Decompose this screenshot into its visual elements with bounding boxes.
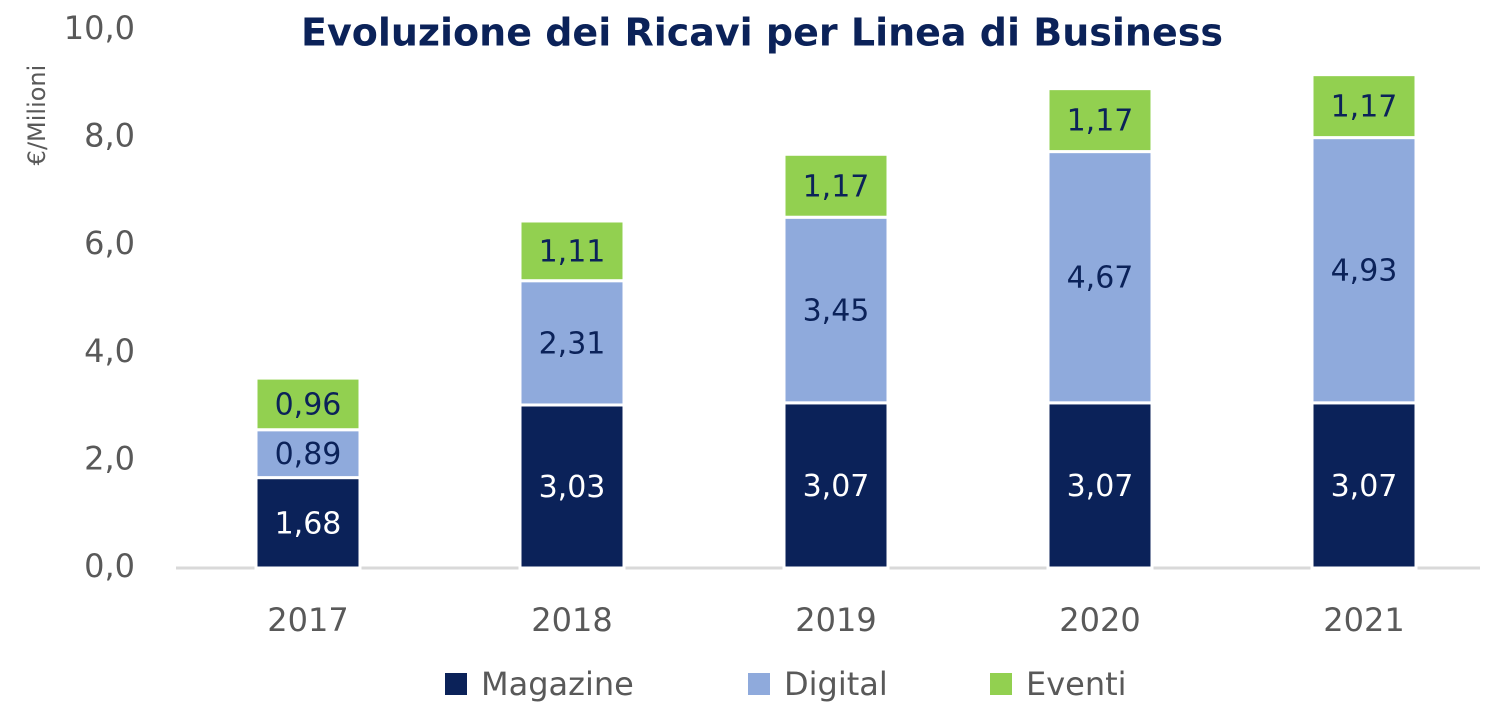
- bar-segment: [254, 476, 362, 570]
- legend-label: Magazine: [481, 665, 634, 703]
- bar-segment: [1310, 136, 1418, 405]
- bar-segment: [1310, 73, 1418, 140]
- data-label: 0,96: [275, 387, 342, 422]
- bar-segment: [254, 428, 362, 480]
- legend-swatch: [445, 673, 467, 695]
- data-label: 3,45: [803, 294, 870, 329]
- legend-label: Eventi: [1026, 665, 1127, 703]
- data-label: 3,07: [803, 469, 870, 504]
- y-tick-label: 8,0: [84, 117, 135, 155]
- data-label: 1,11: [539, 234, 606, 269]
- bar-segment: [782, 215, 890, 405]
- data-label: 4,67: [1067, 261, 1134, 296]
- data-label: 1,17: [1067, 104, 1134, 139]
- bar-segment: [518, 219, 626, 283]
- data-label: 3,03: [539, 470, 606, 505]
- data-label: 3,07: [1067, 469, 1134, 504]
- bar-segment: [518, 403, 626, 570]
- legend-label: Digital: [784, 665, 888, 703]
- data-label: 3,07: [1331, 469, 1398, 504]
- data-label: 2,31: [539, 326, 606, 361]
- x-tick-label: 2020: [1059, 601, 1140, 639]
- bar-segment: [518, 279, 626, 407]
- y-tick-label: 4,0: [84, 332, 135, 370]
- bar-segment: [254, 376, 362, 432]
- data-label: 1,17: [803, 169, 870, 204]
- y-tick-label: 6,0: [84, 224, 135, 262]
- bar-segment: [782, 401, 890, 570]
- bar-segment: [1046, 87, 1154, 154]
- x-tick-label: 2021: [1323, 601, 1404, 639]
- x-tick-label: 2019: [795, 601, 876, 639]
- data-label: 4,93: [1331, 254, 1398, 289]
- data-label: 1,68: [275, 506, 342, 541]
- bar-segment: [1046, 150, 1154, 405]
- x-tick-label: 2018: [531, 601, 612, 639]
- legend-swatch: [748, 673, 770, 695]
- y-tick-label: 2,0: [84, 439, 135, 477]
- y-tick-label: 10,0: [64, 9, 135, 47]
- data-label: 0,89: [275, 437, 342, 472]
- bar-segment: [782, 152, 890, 219]
- y-tick-label: 0,0: [84, 547, 135, 585]
- y-axis-label: €/Milioni: [23, 65, 51, 166]
- bar-segment: [1046, 401, 1154, 570]
- x-tick-label: 2017: [267, 601, 348, 639]
- legend-swatch: [990, 673, 1012, 695]
- data-label: 1,17: [1331, 90, 1398, 125]
- chart-title: Evoluzione dei Ricavi per Linea di Busin…: [301, 11, 1223, 55]
- bar-segment: [1310, 401, 1418, 570]
